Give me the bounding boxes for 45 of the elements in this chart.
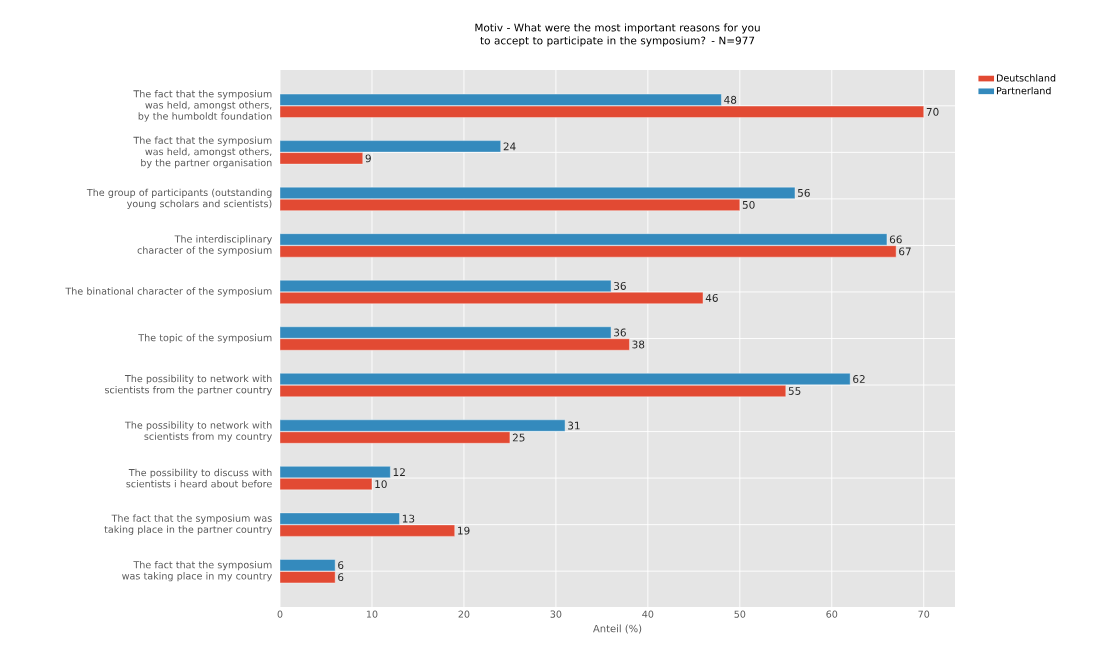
y-tick-label: The possibility to network with scientists from the partner country: [105, 374, 272, 396]
y-tick-label: The fact that the symposium was held, amongst others, by the humboldt foundation: [133, 90, 272, 122]
chart-title: Motiv - What were the most important reasons for you to accept to participate in the symposium? - N=977: [475, 23, 760, 47]
x-tick-label: 70: [918, 610, 930, 618]
data-label: 62: [853, 375, 865, 383]
x-tick-label: 40: [642, 610, 654, 618]
x-tick-label: 20: [458, 610, 470, 618]
data-label: 48: [724, 95, 737, 104]
x-axis-title: Anteil (%): [593, 624, 642, 634]
x-tick-label: 0: [277, 610, 283, 618]
x-tick-label: 10: [366, 610, 378, 618]
y-tick-label: The binational character of the symposium: [65, 287, 272, 297]
x-tick-label: 50: [734, 610, 746, 618]
y-tick-label: The possibility to network with scientists from my country: [124, 421, 272, 442]
y-tick-label: The fact that the symposium was taking place in the partner country: [104, 514, 272, 535]
data-label: 36: [614, 282, 626, 290]
y-tick-label: The fact that the symposium was taking place in my country: [122, 560, 272, 582]
data-label: 66: [889, 235, 902, 244]
legend-label: Partnerland: [996, 86, 1051, 95]
data-label: 19: [458, 526, 470, 535]
data-label: 70: [926, 107, 939, 116]
data-label: 10: [375, 480, 387, 489]
data-label: 31: [568, 421, 580, 430]
y-tick-label: The interdisciplinary character of the symposium: [137, 235, 272, 256]
data-label: 36: [614, 328, 626, 337]
legend-label: Deutschland: [996, 74, 1056, 82]
data-label: 13: [402, 514, 415, 523]
data-label: 55: [788, 387, 801, 395]
x-tick-label: 60: [826, 610, 838, 618]
y-tick-label: The group of participants (outstanding young scholars and scientists): [86, 188, 272, 210]
data-label: 9: [365, 154, 371, 163]
y-tick-label: The fact that the symposium was held, amongst others, by the partner organisation: [133, 136, 272, 169]
data-label: 12: [393, 468, 405, 476]
data-label: 6: [338, 573, 344, 582]
y-tick-label: The possibility to discuss with scientists i heard about before: [126, 468, 272, 488]
data-label: 24: [503, 142, 516, 151]
x-tick-label: 30: [550, 610, 562, 618]
data-label: 46: [705, 294, 718, 302]
data-label: 50: [742, 200, 755, 209]
y-tick-label: The topic of the symposium: [138, 333, 272, 344]
data-label: 6: [338, 561, 344, 570]
data-label: 38: [632, 340, 645, 349]
data-label: 56: [798, 188, 810, 197]
data-label: 25: [512, 433, 525, 442]
data-label: 67: [899, 247, 911, 256]
